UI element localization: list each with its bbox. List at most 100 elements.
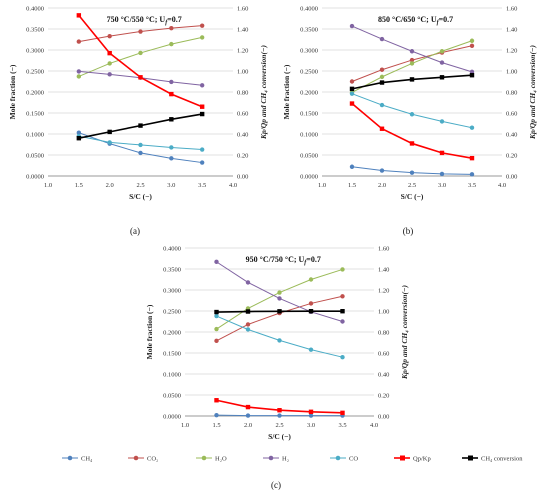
y2-tick-label: 1.60 — [378, 246, 389, 253]
y-tick-label: 0.1500 — [26, 111, 44, 118]
x-tick-label: 2.0 — [378, 182, 386, 189]
y2-tick-label: 1.40 — [237, 27, 248, 34]
y2-tick-label: 0.20 — [378, 393, 389, 400]
data-point-H2O — [214, 326, 219, 332]
data-point-H2O — [379, 74, 385, 80]
data-point-H2O — [308, 277, 314, 282]
y-tick-label: 0.3000 — [163, 288, 181, 295]
data-point-H2O — [277, 290, 282, 295]
x-axis-label: S/C (−) — [129, 192, 152, 201]
legend-marker-H2O — [201, 455, 207, 461]
chart-title-sub: f — [304, 260, 307, 266]
y-tick-label: 0.2500 — [26, 69, 44, 76]
data-point-CH4conv — [469, 73, 475, 78]
y-tick-label: 0.3000 — [300, 48, 318, 55]
data-point-QpKp — [169, 91, 174, 97]
y2-tick-label: 0.80 — [237, 90, 248, 97]
data-point-H2O — [107, 61, 112, 66]
x-tick-label: 3.5 — [468, 182, 476, 189]
y2-tick-label: 0.60 — [378, 351, 389, 358]
x-tick-label: 4.0 — [370, 422, 378, 429]
y2-tick-label: 1.60 — [506, 6, 517, 13]
data-point-QpKp — [138, 75, 143, 80]
y-tick-label: 0.2000 — [300, 90, 318, 97]
data-point-CH4conv — [439, 75, 445, 80]
y2-tick-label: 0.00 — [506, 174, 517, 181]
panel-label: (a) — [130, 226, 140, 236]
y2-tick-label: 0.60 — [506, 111, 517, 118]
chart-title-main: 850 °C/650 °C; U — [378, 15, 437, 24]
data-point-CH4 — [379, 168, 385, 173]
x-tick-label: 3.0 — [307, 422, 315, 429]
y2-tick-label: 0.20 — [237, 153, 248, 160]
data-point-QpKp — [214, 398, 219, 403]
x-tick-label: 3.0 — [438, 182, 446, 189]
data-point-H2O — [169, 41, 174, 47]
data-point-CH4conv — [107, 129, 112, 135]
chart-title-tail: =0.7 — [306, 255, 321, 264]
y2-tick-label: 0.40 — [237, 132, 248, 139]
y-tick-label: 0.0500 — [300, 153, 318, 160]
y2-tick-label: 1.40 — [506, 27, 517, 34]
y2-tick-label: 1.00 — [378, 309, 389, 316]
data-point-CH4 — [214, 412, 219, 418]
y2-tick-label: 0.80 — [378, 330, 389, 337]
data-point-CO — [379, 102, 385, 108]
y-tick-label: 0.3500 — [163, 267, 181, 274]
legend-label-CO: CO — [349, 456, 358, 463]
chart-title: 850 °C/650 °C; Uf=0.7 — [378, 15, 453, 26]
y2-axis-label: Kp/Qp and CH₄ conversion(−) — [400, 284, 409, 380]
chart-title-sub: f — [165, 20, 168, 26]
x-tick-label: 2.5 — [136, 182, 144, 189]
y2-tick-label: 1.00 — [237, 69, 248, 76]
data-point-CO — [214, 313, 219, 319]
data-point-CO — [138, 142, 143, 148]
y2-tick-label: 0.40 — [378, 372, 389, 379]
y-tick-label: 0.4000 — [163, 246, 181, 253]
x-tick-label: 1.5 — [212, 422, 220, 429]
x-tick-label: 4.0 — [229, 182, 237, 189]
data-point-CH4conv — [199, 111, 205, 117]
y-axis-label: Mole fraction (−) — [145, 304, 154, 359]
y2-tick-label: 0.80 — [506, 90, 517, 97]
y-tick-label: 0.4000 — [26, 6, 44, 13]
y2-tick-label: 1.20 — [506, 48, 517, 55]
data-point-H2 — [107, 72, 112, 77]
y-tick-label: 0.2000 — [163, 330, 181, 337]
data-point-H2 — [199, 83, 205, 88]
y-tick-label: 0.3500 — [26, 27, 44, 34]
data-point-CH4conv — [349, 86, 355, 92]
data-point-CO — [349, 91, 355, 96]
data-point-H2 — [277, 296, 282, 301]
data-point-CO — [199, 147, 205, 152]
data-point-CH4 — [439, 171, 445, 177]
data-point-QpKp — [409, 141, 415, 146]
data-point-CH4conv — [214, 309, 219, 315]
x-axis-label: S/C (−) — [401, 192, 424, 201]
chart-panel-a: 0.0000 0.0500 0.1000 0.1500 0.2000 0.2500 0.30… — [8, 6, 268, 237]
x-tick-label: 2.5 — [408, 182, 416, 189]
data-point-CH4 — [409, 170, 415, 175]
chart-title-main: 750 °C/550 °C; U — [107, 15, 166, 24]
chart-title-tail: =0.7 — [439, 15, 454, 24]
data-point-CO — [245, 327, 251, 332]
y2-tick-label: 0.00 — [237, 174, 248, 181]
chart-title: 950 °C/750 °C; Uf=0.7 — [246, 255, 321, 266]
data-point-CO — [409, 112, 415, 117]
y-tick-label: 0.0000 — [26, 174, 44, 181]
x-tick-label: 2.0 — [244, 422, 252, 429]
data-point-H2O — [138, 50, 143, 56]
data-point-CH4 — [469, 172, 475, 177]
data-point-CH4 — [199, 160, 205, 165]
data-point-CO2 — [469, 43, 475, 48]
data-point-CO — [439, 119, 445, 124]
y-axis-label: Mole fraction (−) — [8, 64, 17, 119]
data-point-CH4conv — [409, 77, 415, 82]
y2-axis-label: Kp/Qp and CH₄ conversion(−) — [528, 44, 537, 140]
legend-marker-H2 — [268, 455, 274, 461]
data-point-QpKp — [277, 408, 282, 413]
y-tick-label: 0.1500 — [300, 111, 318, 118]
data-point-CH4 — [169, 156, 174, 161]
y-tick-label: 0.4000 — [300, 6, 318, 13]
y-tick-label: 0.1000 — [300, 132, 318, 139]
